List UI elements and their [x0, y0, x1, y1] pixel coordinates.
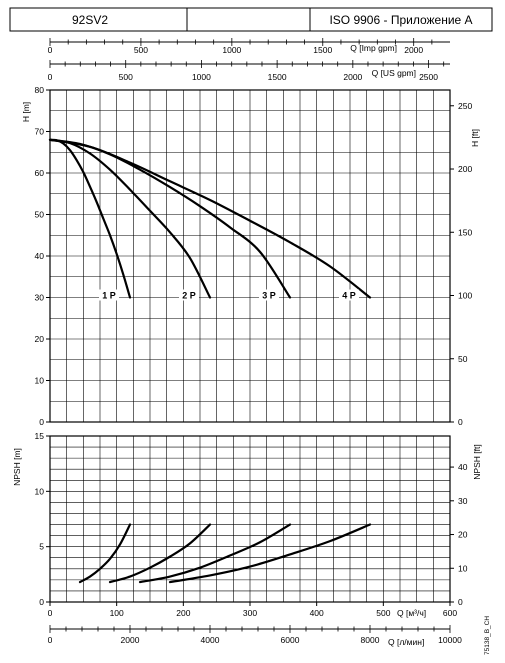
axis-tick-label: 0 [48, 45, 53, 55]
curve-label-2p: 2 P [182, 291, 196, 301]
y-tick-label: 80 [35, 85, 45, 95]
head-y-ticks: 0 10 20 30 40 50 60 70 80 [35, 85, 50, 427]
curve-label-bg [99, 289, 119, 301]
y-tick-label-right: 100 [458, 291, 472, 301]
m3h-axis-label: Q [м³/ч] [397, 608, 426, 618]
y-tick-label: 30 [35, 293, 45, 303]
npsh-panel: 0 5 10 15 0 10 20 30 40 NPSH [m] NPSH [ft] [12, 431, 482, 607]
head-curve-3p [48, 138, 292, 299]
y-tick-label-right: 250 [458, 101, 472, 111]
y-tick-label: 10 [35, 376, 45, 386]
y-tick-label-right: 0 [458, 597, 463, 607]
axis-tick-label: 1500 [268, 72, 287, 82]
axis-tick-label: 2000 [404, 45, 423, 55]
header: 92SV2 ISO 9906 - Приложение A [9, 7, 493, 32]
head-curve-1p [48, 138, 132, 299]
x-tick-label: 300 [243, 608, 257, 618]
curve-label-3p: 3 P [262, 291, 276, 301]
header-standard: ISO 9906 - Приложение A [329, 13, 472, 27]
y-tick-label: 5 [39, 542, 44, 552]
y-tick-label-right: 150 [458, 227, 472, 237]
x-tick-label-lmin: 10000 [438, 635, 462, 645]
x-tick-label-lmin: 0 [48, 635, 53, 645]
x-tick-label-lmin: 4000 [201, 635, 220, 645]
npsh-y-ticks-right: 0 10 20 30 40 [450, 462, 468, 607]
x-tick-label: 400 [310, 608, 324, 618]
x-tick-label: 500 [376, 608, 390, 618]
bottom-axes: 0 100 200 300 400 500 600 0 2000 4000 6000 8000 100… [48, 602, 462, 647]
y-tick-label-right: 30 [458, 496, 468, 506]
npsh-curve-2p [108, 523, 212, 584]
head-y-label-left: H [m] [21, 102, 31, 122]
y-tick-label-right: 0 [458, 417, 463, 427]
y-tick-label-right: 10 [458, 563, 468, 573]
imp-gpm-ticks: 0 500 1000 1500 2000 [48, 38, 433, 55]
y-tick-label: 50 [35, 210, 45, 220]
npsh-y-ticks: 0 5 10 15 [35, 431, 50, 607]
y-tick-label: 40 [35, 251, 45, 261]
npsh-curves [78, 523, 372, 584]
curve-label-4p: 4 P [342, 291, 356, 301]
head-curve-2p [48, 138, 212, 299]
m3h-ticks: 0 100 200 300 400 500 600 [48, 602, 457, 618]
axis-tick-label: 2000 [343, 72, 362, 82]
npsh-curve-1p [78, 523, 132, 584]
y-tick-label: 60 [35, 168, 45, 178]
header-standard-cell [309, 7, 493, 32]
y-tick-label-right: 50 [458, 354, 468, 364]
axis-tick-label: 0 [48, 72, 53, 82]
y-tick-label: 20 [35, 334, 45, 344]
header-middle-cell [186, 7, 311, 32]
lmin-axis-label: Q [л/мин] [388, 637, 424, 647]
x-tick-label-lmin: 8000 [361, 635, 380, 645]
y-tick-label: 0 [39, 597, 44, 607]
top-axes: 0 500 1000 1500 2000 0 500 1000 1500 2000 2500 Q … [48, 38, 450, 82]
head-y-ticks-right: 0 50 100 150 200 250 [450, 101, 472, 427]
y-tick-label-right: 40 [458, 462, 468, 472]
curve-label-bg [259, 289, 279, 301]
npsh-y-label-left: NPSH [m] [12, 448, 22, 486]
head-grid [50, 90, 450, 422]
curve-label-1p: 1 P [102, 291, 116, 301]
axis-tick-label: 2500 [419, 72, 438, 82]
us-gpm-ticks: 0 500 1000 1500 2000 2500 [48, 60, 445, 82]
head-curve-4p [48, 138, 372, 299]
x-tick-label: 200 [176, 608, 190, 618]
curve-label-bg [179, 289, 199, 301]
axis-tick-label: 500 [119, 72, 133, 82]
y-tick-label: 15 [35, 431, 45, 441]
x-tick-label-lmin: 6000 [281, 635, 300, 645]
head-y-label-right: H [ft] [470, 129, 480, 147]
y-tick-label-right: 20 [458, 530, 468, 540]
lmin-ticks: 0 2000 4000 6000 8000 10000 [48, 625, 462, 645]
y-tick-label: 10 [35, 486, 45, 496]
axis-tick-label: 1000 [222, 45, 241, 55]
x-tick-label: 600 [443, 608, 457, 618]
header-model: 92SV2 [72, 13, 108, 27]
y-tick-label-right: 200 [458, 164, 472, 174]
axis-tick-label: 500 [134, 45, 148, 55]
x-tick-label: 100 [110, 608, 124, 618]
npsh-y-label-right: NPSH [ft] [472, 444, 482, 479]
npsh-curve-3p [138, 523, 292, 584]
x-tick-label: 0 [48, 608, 53, 618]
y-tick-label: 70 [35, 127, 45, 137]
npsh-grid [50, 436, 450, 602]
x-tick-label-lmin: 2000 [121, 635, 140, 645]
curve-label-bg [339, 289, 359, 301]
us-gpm-axis-label: Q [US gpm] [372, 68, 416, 78]
imp-gpm-axis-label: Q [Imp gpm] [350, 43, 397, 53]
head-curves: 1 P 2 P 3 P 4 P [48, 138, 372, 301]
npsh-curve-4p [168, 523, 372, 584]
y-tick-label: 0 [39, 417, 44, 427]
axis-tick-label: 1000 [192, 72, 211, 82]
axis-tick-label: 1500 [313, 45, 332, 55]
drawing-code: 75138_B_CH [484, 616, 491, 655]
